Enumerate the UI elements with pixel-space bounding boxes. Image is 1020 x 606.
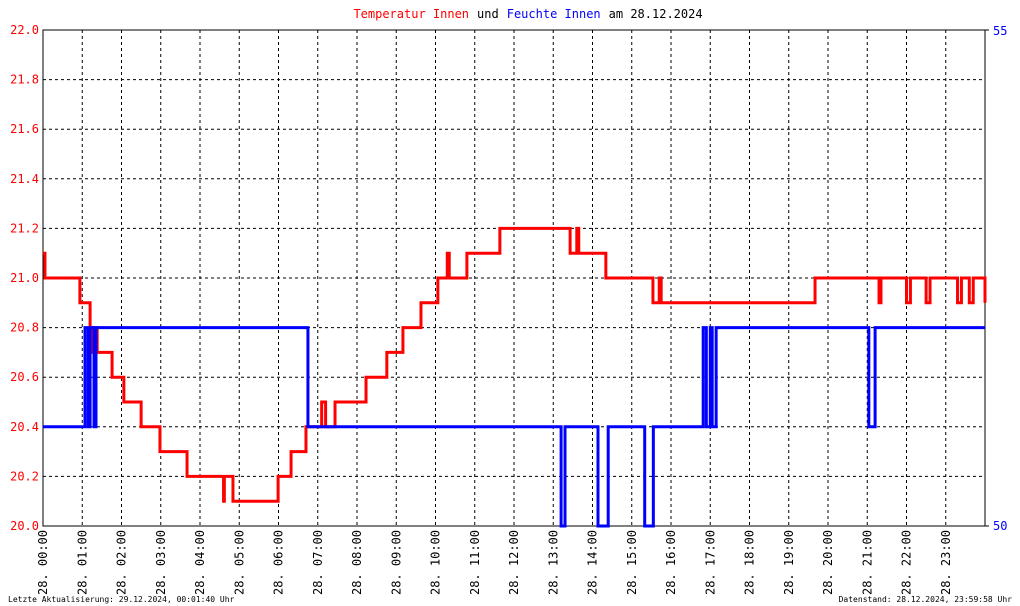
x-tick-label: 28. 07:00: [311, 530, 325, 595]
y-tick-label: 21.6: [10, 122, 39, 136]
footer-right: Datenstand: 28.12.2024, 23:59:58 Uhr: [839, 595, 1013, 604]
x-tick-label: 28. 00:00: [36, 530, 50, 595]
x-tick-label: 28. 14:00: [586, 530, 600, 595]
x-tick-label: 28. 17:00: [703, 530, 717, 595]
footer-left: Letzte Aktualisierung: 29.12.2024, 00:01…: [8, 595, 235, 604]
x-tick-label: 28. 01:00: [75, 530, 89, 595]
y2-tick-label: 55: [993, 24, 1007, 38]
y-tick-label: 21.2: [10, 221, 39, 235]
x-tick-label: 28. 15:00: [625, 530, 639, 595]
x-tick-label: 28. 20:00: [821, 530, 835, 595]
x-tick-label: 28. 04:00: [193, 530, 207, 595]
y-tick-label: 20.4: [10, 420, 39, 434]
y-tick-label: 20.6: [10, 370, 39, 384]
title-part: am 28.12.2024: [609, 7, 703, 21]
y-tick-label: 22.0: [10, 23, 39, 37]
x-tick-label: 28. 22:00: [900, 530, 914, 595]
line-series: [43, 226, 987, 503]
y-tick-label: 21.4: [10, 172, 39, 186]
x-tick-label: 28. 10:00: [429, 530, 443, 595]
x-tick-label: 28. 12:00: [507, 530, 521, 595]
x-tick-label: 28. 16:00: [664, 530, 678, 595]
y-tick-label: 20.8: [10, 321, 39, 335]
y-tick-label: 21.0: [10, 271, 39, 285]
x-tick-label: 28. 08:00: [350, 530, 364, 595]
x-tick-label: 28. 11:00: [468, 530, 482, 595]
x-tick-label: 28. 05:00: [232, 530, 246, 595]
chart-title: Temperatur Innen und Feuchte Innen am 28.12…: [353, 7, 702, 21]
title-part: und: [477, 7, 499, 21]
title-part: Temperatur Innen: [353, 7, 469, 21]
x-tick-label: 28. 19:00: [782, 530, 796, 595]
y2-tick-label: 50: [993, 519, 1007, 533]
y-tick-label: 20.2: [10, 469, 39, 483]
x-tick-label: 28. 02:00: [115, 530, 129, 595]
title-part: Feuchte Innen: [507, 7, 601, 21]
line-series: [43, 326, 985, 528]
y-tick-label: 21.8: [10, 73, 39, 87]
x-tick-label: 28. 13:00: [546, 530, 560, 595]
x-tick-label: 28. 06:00: [272, 530, 286, 595]
y-tick-label: 20.0: [10, 519, 39, 533]
x-tick-label: 28. 18:00: [743, 530, 757, 595]
x-tick-label: 28. 21:00: [860, 530, 874, 595]
x-tick-label: 28. 23:00: [939, 530, 953, 595]
x-tick-label: 28. 03:00: [154, 530, 168, 595]
x-tick-label: 28. 09:00: [389, 530, 403, 595]
